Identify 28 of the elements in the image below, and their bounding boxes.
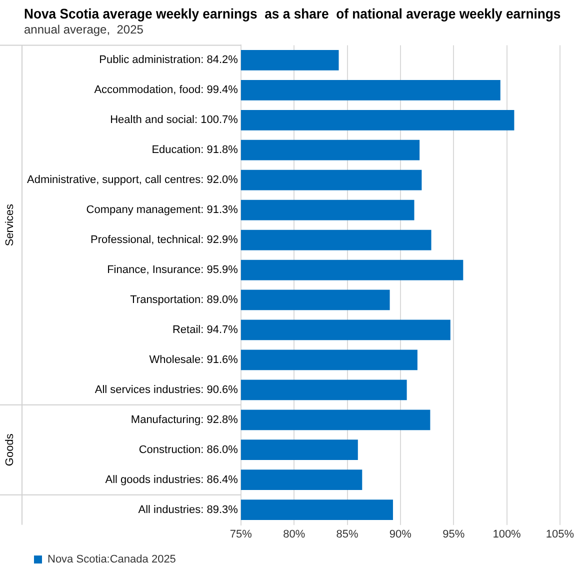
x-tick-label: 95% xyxy=(442,528,465,540)
y-tick-label: Retail: 94.7% xyxy=(172,324,238,336)
y-tick-label: Administrative, support, call centres: 92.0% xyxy=(26,174,238,186)
x-tick-label: 100% xyxy=(492,528,522,540)
y-tick-label: Professional, technical: 92.9% xyxy=(90,234,238,246)
y-tick-label: Health and social: 100.7% xyxy=(110,114,238,126)
y-tick-label: Transportation: 89.0% xyxy=(130,294,238,306)
y-tick-label: Accommodation, food: 99.4% xyxy=(94,84,238,96)
y-tick-label: All industries: 89.3% xyxy=(138,504,238,516)
y-tick-label: Construction: 86.0% xyxy=(138,444,238,456)
text: annual average, 2025 xyxy=(24,22,144,36)
legend-label: Nova Scotia:Canada 2025 xyxy=(48,554,176,566)
text: Services xyxy=(4,203,16,246)
y-tick-label: Education: 91.8% xyxy=(152,144,238,156)
y-tick-label: Company management: 91.3% xyxy=(86,204,238,216)
x-tick-label: 75% xyxy=(230,528,252,540)
x-tick-label: 90% xyxy=(389,528,412,540)
y-tick-label: Public administration: 84.2% xyxy=(99,54,238,66)
y-tick-label: Wholesale: 91.6% xyxy=(149,354,238,366)
text: Goods xyxy=(4,433,16,466)
x-tick-label: 105% xyxy=(546,528,574,540)
x-tick-label: 80% xyxy=(283,528,306,540)
y-tick-label: All services industries: 90.6% xyxy=(94,384,238,396)
chart-title: Nova Scotia average weekly earnings as a share of national average weekly earnings xyxy=(24,6,561,22)
y-tick-label: All goods industries: 86.4% xyxy=(105,474,238,486)
x-tick-label: 85% xyxy=(336,528,358,540)
y-tick-label: Finance, Insurance: 95.9% xyxy=(107,264,238,276)
y-tick-label: Manufacturing: 92.8% xyxy=(130,414,238,426)
